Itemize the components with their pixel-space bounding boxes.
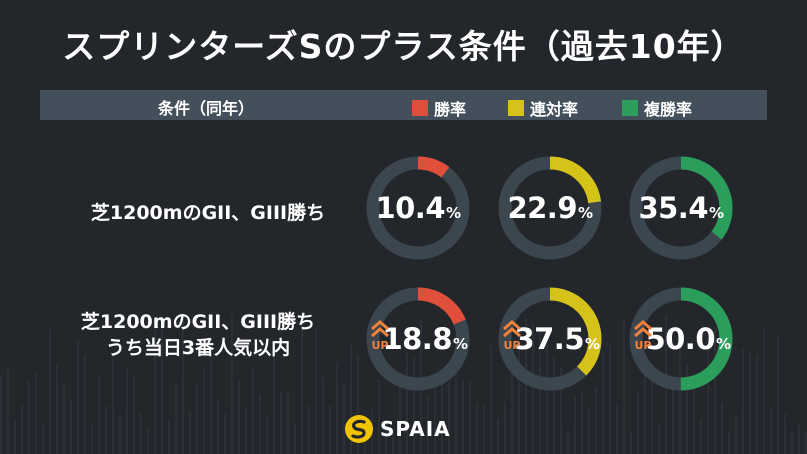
up-chevron-icon [503, 320, 521, 338]
legend-item-show: 複勝率 [622, 96, 692, 120]
value-number: 22.9 [507, 191, 578, 225]
donut-arc-row-1-show [629, 156, 733, 260]
value-unit: % [446, 204, 461, 222]
legend-label-win: 勝率 [434, 100, 467, 119]
donut-row-2-win: 18.8% [366, 287, 470, 391]
value-label-row-2-win: 18.8% [366, 287, 470, 391]
row-2-label: 芝1200mのGII、GIII勝ち うち当日3番人気以内 [48, 309, 348, 361]
up-chevron-icon [634, 320, 652, 338]
value-unit: % [453, 335, 468, 353]
up-chevron-icon [371, 320, 389, 338]
legend-swatch-quinella [508, 100, 524, 116]
row-2-label-line-2: うち当日3番人気以内 [105, 337, 291, 359]
up-badge-row-2-show: UP [631, 319, 655, 352]
page-title: スプリンターズSのプラス条件（過去10年） [62, 27, 745, 66]
donut-row-2-quinella: 37.5% [498, 287, 602, 391]
spaia-logo-text: SPAIA [380, 417, 451, 441]
up-text: UP [503, 339, 521, 352]
spaia-logo: SPAIA [344, 414, 451, 444]
value-number: 10.4 [375, 191, 446, 225]
up-text: UP [634, 339, 652, 352]
legend-swatch-win [412, 100, 428, 116]
value-unit: % [585, 335, 600, 353]
donut-arc-row-2-win [366, 287, 470, 391]
up-badge-row-2-win: UP [368, 319, 392, 352]
value-label-row-1-show: 35.4% [629, 156, 733, 260]
donut-row-1-show: 35.4% [629, 156, 733, 260]
donut-svg-row-2-show [629, 287, 733, 391]
donut-arc-row-2-quinella [498, 287, 602, 391]
row-1-label-line-1: 芝1200mのGII、GIII勝ち [90, 202, 326, 224]
header-bar: 条件（同年） 勝率 連対率 複勝率 [40, 90, 767, 120]
value-unit: % [716, 335, 731, 353]
donut-row-1-quinella: 22.9% [498, 156, 602, 260]
up-text: UP [371, 339, 389, 352]
donut-row-2-show: 50.0% [629, 287, 733, 391]
donut-svg-row-2-win [366, 287, 470, 391]
row-2-label-line-1: 芝1200mのGII、GIII勝ち [80, 311, 316, 333]
donut-svg-row-2-quinella [498, 287, 602, 391]
value-label-row-2-quinella: 37.5% [498, 287, 602, 391]
value-number: 50.0 [645, 322, 716, 356]
legend-swatch-show [622, 100, 638, 116]
legend-item-quinella: 連対率 [508, 96, 578, 120]
spaia-logo-icon [345, 415, 373, 443]
donut-svg-row-1-win [366, 156, 470, 260]
value-label-row-1-quinella: 22.9% [498, 156, 602, 260]
row-1-label: 芝1200mのGII、GIII勝ち [58, 200, 358, 226]
legend-label-quinella: 連対率 [530, 100, 579, 119]
donut-arc-row-1-quinella [498, 156, 602, 260]
value-unit: % [709, 204, 724, 222]
value-number: 37.5 [514, 322, 585, 356]
value-label-row-2-show: 50.0% [629, 287, 733, 391]
donut-arc-row-2-show [629, 287, 733, 391]
legend-item-win: 勝率 [412, 96, 466, 120]
value-label-row-1-win: 10.4% [366, 156, 470, 260]
donut-row-1-win: 10.4% [366, 156, 470, 260]
value-number: 35.4 [638, 191, 709, 225]
condition-header: 条件（同年） [158, 99, 255, 118]
value-number: 18.8 [382, 322, 453, 356]
donut-svg-row-1-quinella [498, 156, 602, 260]
donut-svg-row-1-show [629, 156, 733, 260]
up-badge-row-2-quinella: UP [500, 319, 524, 352]
value-unit: % [578, 204, 593, 222]
donut-arc-row-1-win [366, 156, 470, 260]
legend-label-show: 複勝率 [644, 100, 693, 119]
